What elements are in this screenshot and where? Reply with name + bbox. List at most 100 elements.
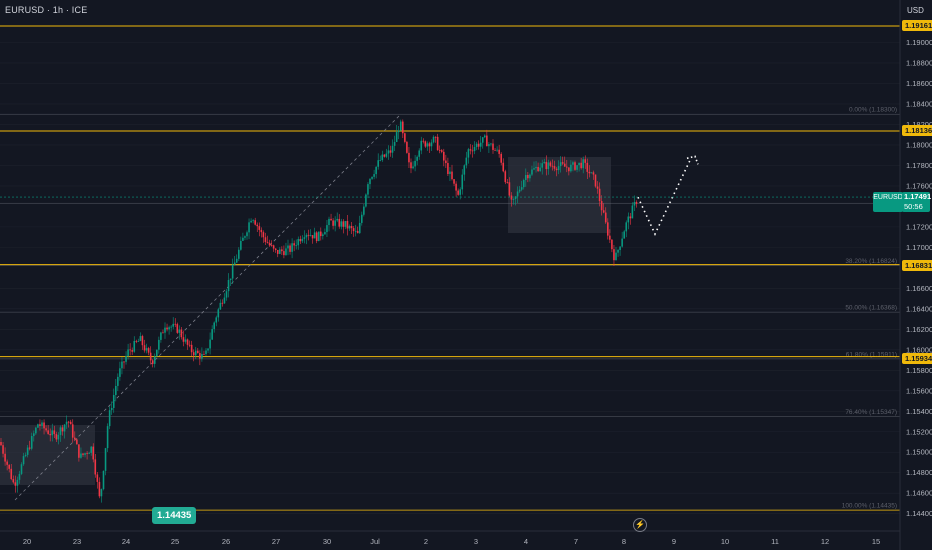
candle-body xyxy=(414,160,416,167)
candle-body xyxy=(322,234,324,237)
candle-body xyxy=(410,162,412,169)
candle-body xyxy=(248,222,250,233)
time-tick-label: 8 xyxy=(622,537,626,546)
candle-body xyxy=(436,136,439,151)
price-tick-label: 1.18000 xyxy=(906,140,932,149)
price-tick-label: 1.16600 xyxy=(906,284,932,293)
candle-body xyxy=(613,249,615,261)
time-tick-label: 25 xyxy=(171,537,179,546)
candle-body xyxy=(609,235,611,240)
candle-body xyxy=(2,445,4,454)
candle-body xyxy=(55,434,58,440)
current-price-tag: 1.17491 50:56 xyxy=(902,192,932,212)
candle-body xyxy=(440,150,443,152)
candle-body xyxy=(350,225,353,229)
symbol-title[interactable]: EURUSD · 1h · ICE xyxy=(5,5,88,15)
time-axis[interactable]: 20 23 24 25 26 27 30 Jul 2 3 4 7 8 9 10 11 12 15 xyxy=(23,537,880,546)
candle-body xyxy=(104,448,107,471)
candle-body xyxy=(424,141,427,147)
candle-body xyxy=(201,353,203,359)
price-tick-label: 1.18200 xyxy=(906,120,932,129)
candle-body xyxy=(281,249,283,252)
candle-body xyxy=(604,212,607,223)
price-tick-label: 1.14800 xyxy=(906,468,932,477)
candle-body xyxy=(276,249,279,254)
time-tick-label: 23 xyxy=(73,537,81,546)
candle-body xyxy=(502,162,505,172)
candle-body xyxy=(149,352,152,361)
range-boxes xyxy=(0,157,611,485)
currency-label[interactable]: USD xyxy=(907,6,924,15)
time-tick-label: 20 xyxy=(23,537,31,546)
candle-body xyxy=(180,329,183,338)
candle-body xyxy=(477,143,480,147)
candle-body xyxy=(301,238,304,242)
candle-body xyxy=(420,140,423,151)
candle-body xyxy=(402,121,404,134)
candle-body xyxy=(619,246,621,250)
bar-countdown: 50:56 xyxy=(904,202,923,211)
candle-body xyxy=(117,376,119,386)
candle-body xyxy=(596,186,599,189)
candle-body xyxy=(576,165,578,170)
price-axis[interactable]: 1.19000 1.18800 1.18600 1.18400 1.18200 1.180… xyxy=(906,38,932,518)
candle-body xyxy=(572,162,574,165)
current-price: 1.17491 xyxy=(904,192,932,201)
candle-body xyxy=(229,278,232,281)
candle-body xyxy=(594,174,597,187)
horizontal-levels xyxy=(0,25,900,511)
candle-body xyxy=(92,446,95,460)
price-tick-label: 1.17000 xyxy=(906,243,932,252)
candle-body xyxy=(252,220,254,222)
candle-body xyxy=(264,237,267,242)
candle-body xyxy=(174,323,177,325)
candle-body xyxy=(527,174,529,179)
candle-body xyxy=(496,149,498,151)
candles xyxy=(0,119,638,503)
candle-body xyxy=(197,350,199,354)
candle-body xyxy=(504,171,507,183)
candle-body xyxy=(574,162,576,170)
candle-body xyxy=(299,239,302,242)
price-tick-label: 1.16400 xyxy=(906,304,932,313)
candle-body xyxy=(463,165,466,175)
price-tick-label: 1.18800 xyxy=(906,58,932,67)
low-price-marker[interactable]: 1.14435 xyxy=(152,507,197,524)
candle-body xyxy=(422,140,425,142)
candle-body xyxy=(145,348,148,351)
time-tick-label: 9 xyxy=(672,537,676,546)
candle-body xyxy=(4,453,6,462)
candle-body xyxy=(592,172,595,175)
candle-body xyxy=(182,337,185,342)
candle-body xyxy=(270,245,273,247)
candle-body xyxy=(500,153,502,163)
fib-trendline xyxy=(14,113,402,501)
candle-body xyxy=(371,176,373,179)
candle-body xyxy=(205,350,207,355)
candle-body xyxy=(16,479,19,486)
candle-body xyxy=(289,245,291,252)
candle-body xyxy=(20,464,23,474)
time-tick-label: 4 xyxy=(524,537,528,546)
lightning-icon[interactable]: ⚡ xyxy=(633,518,647,532)
candle-body xyxy=(131,350,133,352)
candle-body xyxy=(397,130,400,133)
candle-body xyxy=(416,156,418,161)
candle-body xyxy=(447,163,449,175)
price-tick-label: 1.18400 xyxy=(906,99,932,108)
time-tick-label: 15 xyxy=(872,537,880,546)
candle-body xyxy=(363,206,365,215)
candle-body xyxy=(256,224,259,227)
candle-body xyxy=(61,427,64,432)
candle-body xyxy=(35,427,37,434)
candle-body xyxy=(391,145,394,153)
candle-body xyxy=(135,340,138,342)
candle-body xyxy=(129,349,131,351)
candle-body xyxy=(164,327,166,333)
candle-body xyxy=(244,236,246,238)
candle-body xyxy=(151,360,154,364)
candle-body xyxy=(317,231,320,242)
candle-body xyxy=(488,144,490,147)
candle-body xyxy=(162,332,164,334)
